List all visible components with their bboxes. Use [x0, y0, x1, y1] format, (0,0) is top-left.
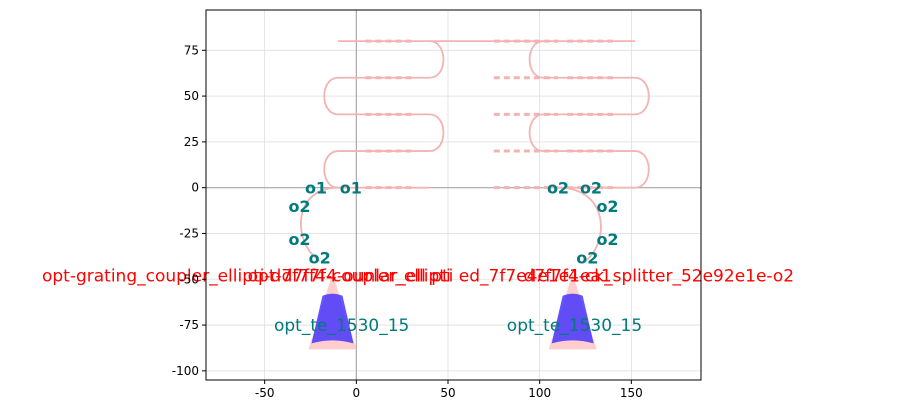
port-label: o2 [580, 179, 602, 198]
port-label: o2 [576, 248, 598, 267]
coupler-grating [551, 293, 594, 344]
waveguide-paths [300, 39, 650, 262]
waveguide-left [323, 40, 445, 189]
port-label: o2 [596, 230, 618, 249]
port-label: o1 [305, 179, 327, 198]
y-tick-label: -75 [179, 318, 199, 332]
x-tick-label: 0 [353, 386, 361, 400]
port-name-label: opt_te_1530_15 [274, 316, 409, 336]
grating-couplers [308, 273, 597, 350]
axis-ticks: -50 0 50 100 150 -100 -75 -50 -25 0 25 50 75 [172, 43, 643, 400]
x-tick-label: -50 [255, 386, 275, 400]
port-label: o2 [547, 179, 569, 198]
port-label: o2 [596, 197, 618, 216]
y-tick-label: 75 [184, 43, 199, 57]
y-tick-label: 50 [184, 89, 199, 103]
x-tick-label: 100 [528, 386, 551, 400]
y-tick-label: -25 [179, 226, 199, 240]
port-label: o2 [288, 197, 310, 216]
port-label: o2 [309, 248, 331, 267]
y-tick-label: 25 [184, 135, 199, 149]
waveguide-left-loop [300, 186, 339, 262]
component-label: d7f7f4-ck_splitter_52e92e1e-o2 [524, 267, 795, 287]
waveguide-right-loop [557, 186, 602, 262]
y-tick-label: 0 [191, 181, 199, 195]
x-tick-label: 50 [440, 386, 455, 400]
component-label: opt-d7f7f4-ounlar_ell pti ed_7f7e4e1e1ea… [248, 267, 612, 287]
plot-frame [205, 9, 702, 381]
y-tick-label: -50 [179, 272, 199, 286]
coupler-grating [311, 293, 354, 344]
port-name-label: opt_te_1530_15 [507, 316, 642, 336]
component-label: opt-grating_coupler_ellipti-d7f7f4-coupl… [42, 267, 451, 287]
y-tick-label: -100 [172, 364, 199, 378]
port-label: o1 [340, 179, 362, 198]
port-label: o2 [288, 230, 310, 249]
x-tick-label: 150 [620, 386, 643, 400]
